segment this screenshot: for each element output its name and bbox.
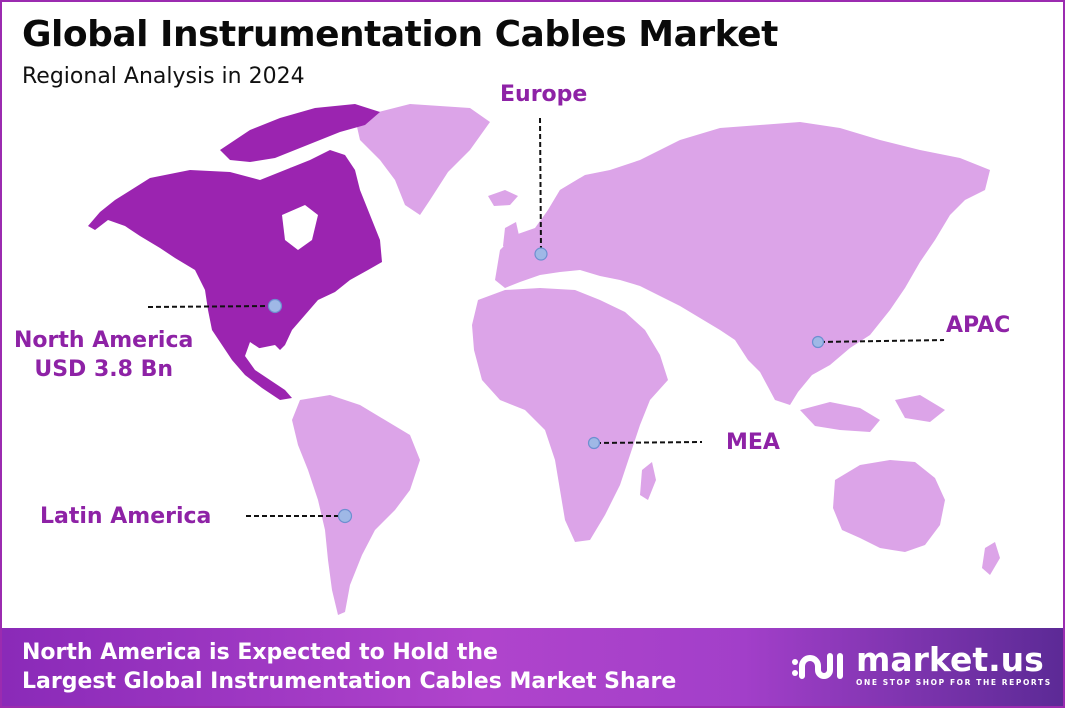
footer-banner: North America is Expected to Hold the La…	[2, 628, 1063, 706]
label-north-america: North America USD 3.8 Bn	[14, 326, 193, 384]
marker-europe	[534, 247, 548, 261]
leader-line-europe	[539, 117, 542, 253]
label-mea: MEA	[726, 430, 780, 455]
logo-name: market.us	[856, 640, 1044, 679]
marker-north-america	[267, 298, 283, 314]
chart-subtitle: Regional Analysis in 2024	[22, 64, 305, 89]
label-north-america-name: North America	[14, 328, 194, 353]
label-apac: APAC	[946, 313, 1011, 338]
region-markers	[267, 247, 825, 524]
marker-mea	[587, 436, 601, 450]
label-europe: Europe	[500, 82, 588, 107]
logo-tagline: ONE STOP SHOP FOR THE REPORTS	[856, 678, 1052, 687]
other-regions	[292, 104, 1000, 615]
leader-lines	[147, 117, 945, 517]
marker-apac	[811, 335, 825, 349]
label-latin-america: Latin America	[40, 504, 212, 529]
label-north-america-value: USD 3.8 Bn	[34, 357, 174, 382]
footer-headline: North America is Expected to Hold the La…	[22, 638, 676, 696]
leader-line-apac	[819, 339, 945, 343]
leader-line-mea	[595, 441, 703, 444]
footer-line-1: North America is Expected to Hold the	[22, 640, 498, 665]
market-us-logo: market.us ONE STOP SHOP FOR THE REPORTS	[792, 640, 1052, 687]
leader-line-north-america	[147, 305, 273, 308]
marker-latin-america	[337, 508, 353, 524]
market-us-logo-icon	[792, 652, 843, 679]
chart-title: Global Instrumentation Cables Market	[22, 14, 778, 55]
footer-line-2: Largest Global Instrumentation Cables Ma…	[22, 669, 677, 694]
logo-text-block: market.us ONE STOP SHOP FOR THE REPORTS	[856, 640, 1052, 687]
water-cutouts	[250, 205, 318, 375]
world-map	[88, 104, 1000, 615]
